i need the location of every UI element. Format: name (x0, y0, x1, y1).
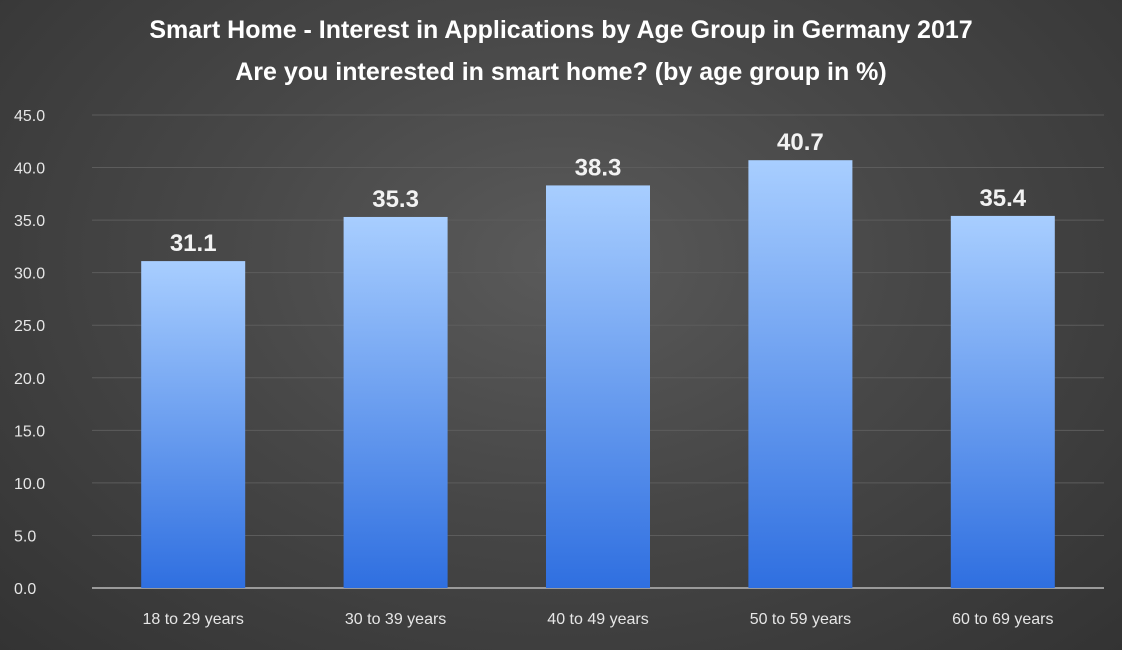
x-category-label: 30 to 39 years (345, 611, 446, 628)
bar (546, 185, 650, 588)
x-axis-categories: 18 to 29 years 30 to 39 years 40 to 49 yea… (142, 611, 1053, 628)
data-labels: 31.1 35.3 38.3 40.7 35.4 (170, 129, 1027, 257)
y-tick-label: 0.0 (14, 581, 36, 598)
chart-subtitle: Are you interested in smart home? (by ag… (235, 58, 887, 86)
x-category-label: 18 to 29 years (142, 611, 243, 628)
y-tick-label: 25.0 (14, 318, 45, 335)
y-tick-label: 35.0 (14, 213, 45, 230)
chart-title: Smart Home - Interest in Applications by… (149, 16, 973, 44)
bar (343, 216, 448, 589)
y-tick-label: 30.0 (14, 266, 45, 283)
bars (141, 160, 1055, 589)
x-category-label: 50 to 59 years (750, 611, 851, 628)
x-category-label: 60 to 69 years (952, 611, 1053, 628)
chart-background: Smart Home - Interest in Applications by… (0, 0, 1122, 650)
bar (950, 215, 1055, 588)
data-label: 40.7 (777, 129, 824, 156)
y-tick-label: 45.0 (14, 108, 45, 125)
data-label: 38.3 (575, 154, 622, 181)
y-tick-label: 15.0 (14, 423, 45, 440)
y-tick-label: 40.0 (14, 161, 45, 178)
y-tick-label: 20.0 (14, 371, 45, 388)
bar (141, 261, 246, 588)
y-tick-label: 10.0 (14, 476, 45, 493)
x-category-label: 40 to 49 years (547, 611, 648, 628)
data-label: 35.3 (372, 186, 419, 213)
bar (748, 160, 853, 588)
y-tick-label: 5.0 (14, 528, 36, 545)
data-label: 31.1 (170, 230, 217, 257)
y-axis-ticks: 0.0 5.0 10.0 15.0 20.0 25.0 30.0 35.0 40.0 45.0 (14, 108, 45, 598)
bar-chart-plot: 0.0 5.0 10.0 15.0 20.0 25.0 30.0 35.0 40.0 45.0 3… (14, 108, 1104, 628)
data-label: 35.4 (979, 185, 1026, 212)
